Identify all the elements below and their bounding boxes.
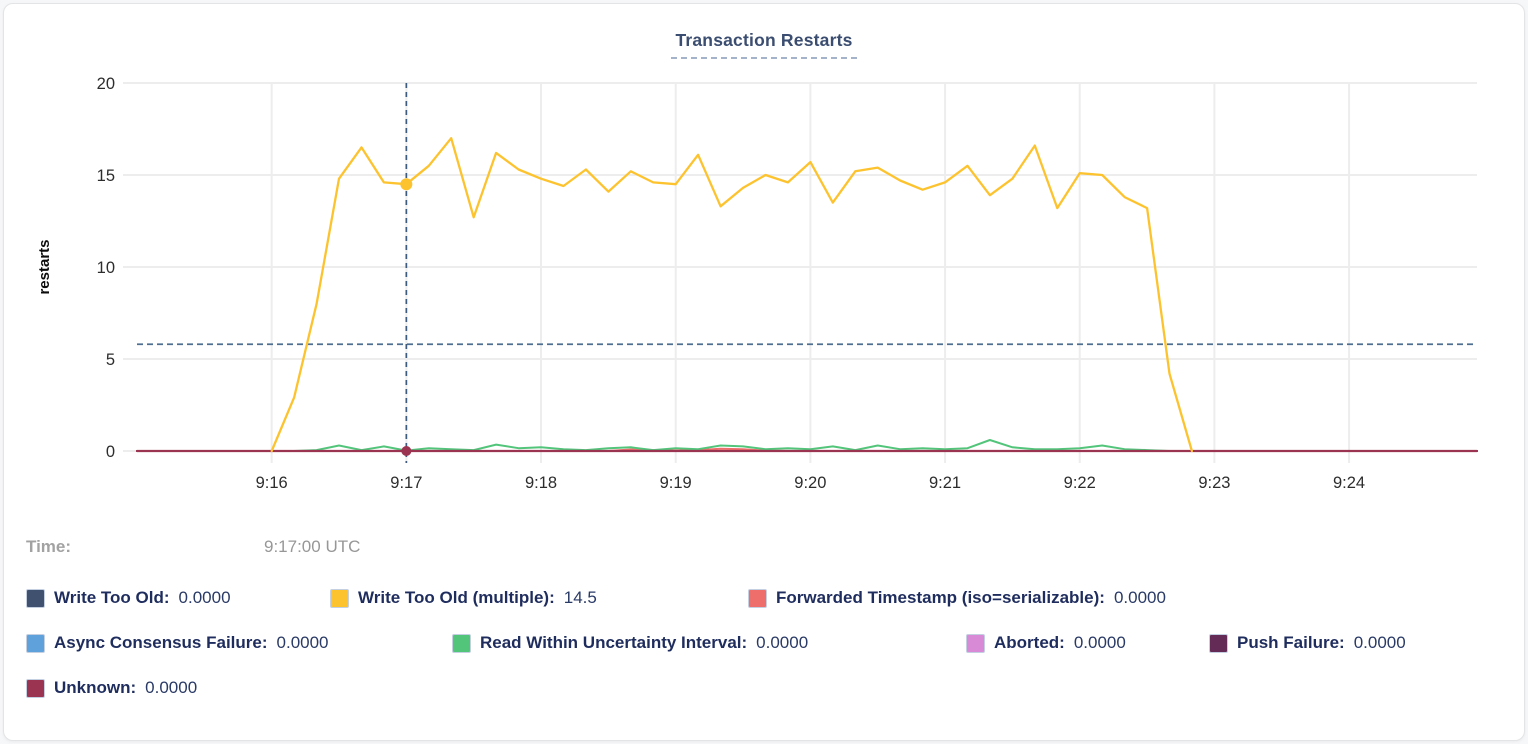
chart-title-text[interactable]: Transaction Restarts bbox=[671, 30, 857, 59]
time-value: 9:17:00 UTC bbox=[264, 537, 361, 556]
x-tick-label: 9:21 bbox=[929, 474, 961, 492]
legend-label: Write Too Old: bbox=[54, 588, 170, 607]
x-tick-label: 9:18 bbox=[525, 474, 557, 492]
legend-row: Unknown: 0.0000 bbox=[26, 678, 197, 698]
legend-row: Async Consensus Failure: 0.0000 Read Withi… bbox=[26, 633, 1406, 653]
y-axis-label: restarts bbox=[36, 239, 53, 294]
legend-item-read-within-uncertainty-interval: Read Within Uncertainty Interval: 0.0000 bbox=[452, 633, 920, 653]
legend-item-aborted: Aborted: 0.0000 bbox=[966, 633, 1163, 653]
legend-swatch-icon bbox=[26, 588, 45, 608]
x-tick-label: 9:22 bbox=[1064, 474, 1096, 492]
x-tick-label: 9:24 bbox=[1333, 474, 1365, 492]
x-tick-label: 9:16 bbox=[256, 474, 288, 492]
legend-label: Unknown: bbox=[54, 678, 137, 697]
hover-marker-write-too-old-multiple- bbox=[400, 178, 413, 191]
chart-title: Transaction Restarts bbox=[4, 30, 1524, 59]
time-label: Time: bbox=[26, 537, 72, 556]
chart-card: Transaction Restarts 0 5 10 15 20 9:16 9:17 9:1… bbox=[3, 3, 1525, 741]
legend-row: Write Too Old: 0.0000 Write Too Old (multi… bbox=[26, 588, 1166, 608]
legend-swatch-icon bbox=[452, 633, 471, 653]
legend-label: Push Failure: bbox=[1237, 633, 1345, 652]
legend-value: 0.0000 bbox=[1073, 633, 1126, 652]
y-tick-label: 10 bbox=[97, 259, 115, 277]
legend-label: Read Within Uncertainty Interval: bbox=[480, 633, 748, 652]
y-tick-label: 5 bbox=[106, 351, 115, 369]
legend-value: 14.5 bbox=[563, 588, 597, 607]
legend-label: Async Consensus Failure: bbox=[54, 633, 268, 652]
legend-value: 0.0000 bbox=[145, 678, 198, 697]
hover-time-row: Time: 9:17:00 UTC bbox=[26, 537, 626, 557]
legend-value: 0.0000 bbox=[178, 588, 231, 607]
y-tick-label: 20 bbox=[97, 75, 115, 93]
x-tick-label: 9:17 bbox=[390, 474, 422, 492]
legend-swatch-icon bbox=[330, 588, 349, 608]
legend-item-forwarded-timestamp-iso-serializable: Forwarded Timestamp (iso=serializable): 0… bbox=[748, 588, 1166, 608]
legend-value: 0.0000 bbox=[1113, 588, 1166, 607]
legend-swatch-icon bbox=[26, 678, 45, 698]
x-tick-label: 9:23 bbox=[1198, 474, 1230, 492]
y-tick-label: 0 bbox=[106, 443, 115, 461]
legend-value: 0.0000 bbox=[756, 633, 809, 652]
legend-label: Aborted: bbox=[994, 633, 1065, 652]
legend-label: Forwarded Timestamp (iso=serializable): bbox=[776, 588, 1105, 607]
legend-item-write-too-old-multiple: Write Too Old (multiple): 14.5 bbox=[330, 588, 702, 608]
legend-value: 0.0000 bbox=[1353, 633, 1406, 652]
legend-item-unknown: Unknown: 0.0000 bbox=[26, 678, 197, 698]
legend-swatch-icon bbox=[26, 633, 45, 653]
legend-label: Write Too Old (multiple): bbox=[358, 588, 555, 607]
legend-value: 0.0000 bbox=[276, 633, 329, 652]
legend-item-push-failure: Push Failure: 0.0000 bbox=[1209, 633, 1406, 653]
x-tick-label: 9:20 bbox=[794, 474, 826, 492]
hover-marker-unknown bbox=[401, 446, 412, 456]
legend-swatch-icon bbox=[1209, 633, 1228, 653]
legend-swatch-icon bbox=[748, 588, 767, 608]
chart-canvas[interactable]: 0 5 10 15 20 9:16 9:17 9:18 9:19 9:20 9:21 9:22 9:23… bbox=[4, 4, 1525, 509]
x-tick-label: 9:19 bbox=[660, 474, 692, 492]
series-line-write-too-old-multiple- bbox=[270, 137, 1194, 453]
series-line-read-within-uncertainty-interval bbox=[270, 439, 1193, 452]
legend-item-write-too-old: Write Too Old: 0.0000 bbox=[26, 588, 284, 608]
legend-swatch-icon bbox=[966, 633, 985, 653]
legend-item-async-consensus-failure: Async Consensus Failure: 0.0000 bbox=[26, 633, 406, 653]
y-tick-label: 15 bbox=[97, 167, 115, 185]
